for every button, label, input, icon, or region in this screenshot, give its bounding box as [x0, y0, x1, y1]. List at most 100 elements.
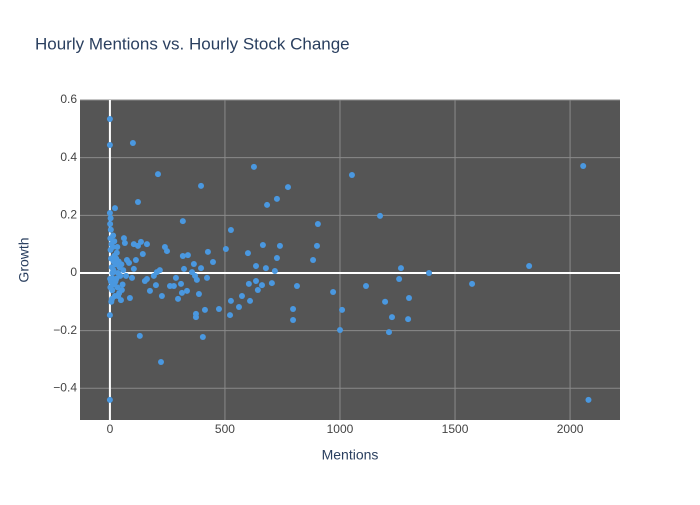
point	[293, 282, 300, 289]
chart-title: Hourly Mentions vs. Hourly Stock Change	[35, 34, 350, 53]
point	[215, 306, 222, 313]
point	[130, 265, 137, 272]
point	[290, 316, 297, 323]
point	[118, 261, 125, 268]
point	[111, 205, 118, 212]
point	[189, 269, 196, 276]
point	[154, 171, 161, 178]
point	[166, 282, 173, 289]
point	[314, 220, 321, 227]
point	[254, 286, 261, 293]
point	[198, 265, 205, 272]
point	[157, 359, 164, 366]
point	[244, 250, 251, 257]
point	[362, 282, 369, 289]
point	[139, 250, 146, 257]
point	[106, 116, 113, 123]
point	[253, 278, 260, 285]
point	[264, 201, 271, 208]
point	[180, 265, 187, 272]
point	[397, 265, 404, 272]
point	[106, 312, 113, 319]
point	[284, 184, 291, 191]
point	[388, 314, 395, 321]
point	[313, 242, 320, 249]
point	[107, 284, 114, 291]
point	[119, 281, 126, 288]
point	[110, 232, 117, 239]
point	[273, 254, 280, 261]
y-tick-label: −0.4	[53, 380, 77, 394]
point	[120, 267, 127, 274]
x-tick-label: 2000	[557, 422, 584, 436]
point	[310, 257, 317, 263]
point	[469, 280, 476, 287]
point	[245, 280, 252, 287]
point	[526, 263, 533, 270]
point	[178, 289, 185, 296]
x-tick-label: 0	[107, 422, 114, 436]
point	[199, 333, 206, 340]
y-tick-label: 0.4	[60, 150, 77, 164]
point	[385, 329, 392, 336]
point	[107, 275, 114, 282]
point	[580, 163, 587, 170]
point	[339, 306, 346, 313]
point	[336, 327, 343, 334]
point	[115, 293, 122, 300]
point	[172, 274, 179, 281]
point	[178, 280, 185, 287]
point	[258, 282, 265, 289]
point	[330, 289, 337, 295]
point	[134, 199, 141, 206]
point	[198, 182, 205, 189]
point	[192, 314, 199, 321]
point	[150, 272, 157, 279]
point	[179, 252, 186, 259]
point	[195, 291, 202, 298]
point	[227, 297, 234, 304]
point	[405, 316, 412, 323]
point	[259, 242, 266, 249]
y-tick-label: 0	[70, 265, 77, 279]
point	[235, 303, 242, 310]
point	[113, 249, 120, 256]
point	[290, 306, 297, 313]
point	[262, 265, 269, 272]
point	[377, 212, 384, 219]
point	[126, 295, 133, 302]
point	[227, 312, 234, 319]
point	[348, 171, 355, 178]
point	[136, 332, 143, 339]
y-axis-title: Growth	[16, 237, 32, 282]
point	[117, 272, 124, 279]
point	[204, 248, 211, 255]
point	[143, 241, 150, 248]
point	[106, 141, 113, 148]
point	[382, 298, 389, 305]
point	[201, 306, 208, 313]
point	[112, 278, 119, 285]
point	[271, 267, 278, 274]
point	[113, 255, 120, 262]
point	[114, 244, 121, 251]
point	[107, 226, 114, 233]
point	[107, 215, 114, 222]
x-tick-label: 500	[215, 422, 235, 436]
point	[426, 269, 433, 276]
point	[222, 246, 229, 253]
point	[253, 263, 260, 270]
x-tick-label: 1000	[327, 422, 354, 436]
point	[227, 227, 234, 234]
point	[141, 278, 148, 285]
point	[183, 287, 190, 294]
point	[406, 295, 413, 302]
point	[276, 242, 283, 249]
point	[250, 163, 257, 170]
point	[204, 274, 211, 281]
point	[106, 396, 113, 403]
point	[161, 244, 168, 251]
point	[247, 297, 254, 304]
point	[121, 239, 128, 246]
